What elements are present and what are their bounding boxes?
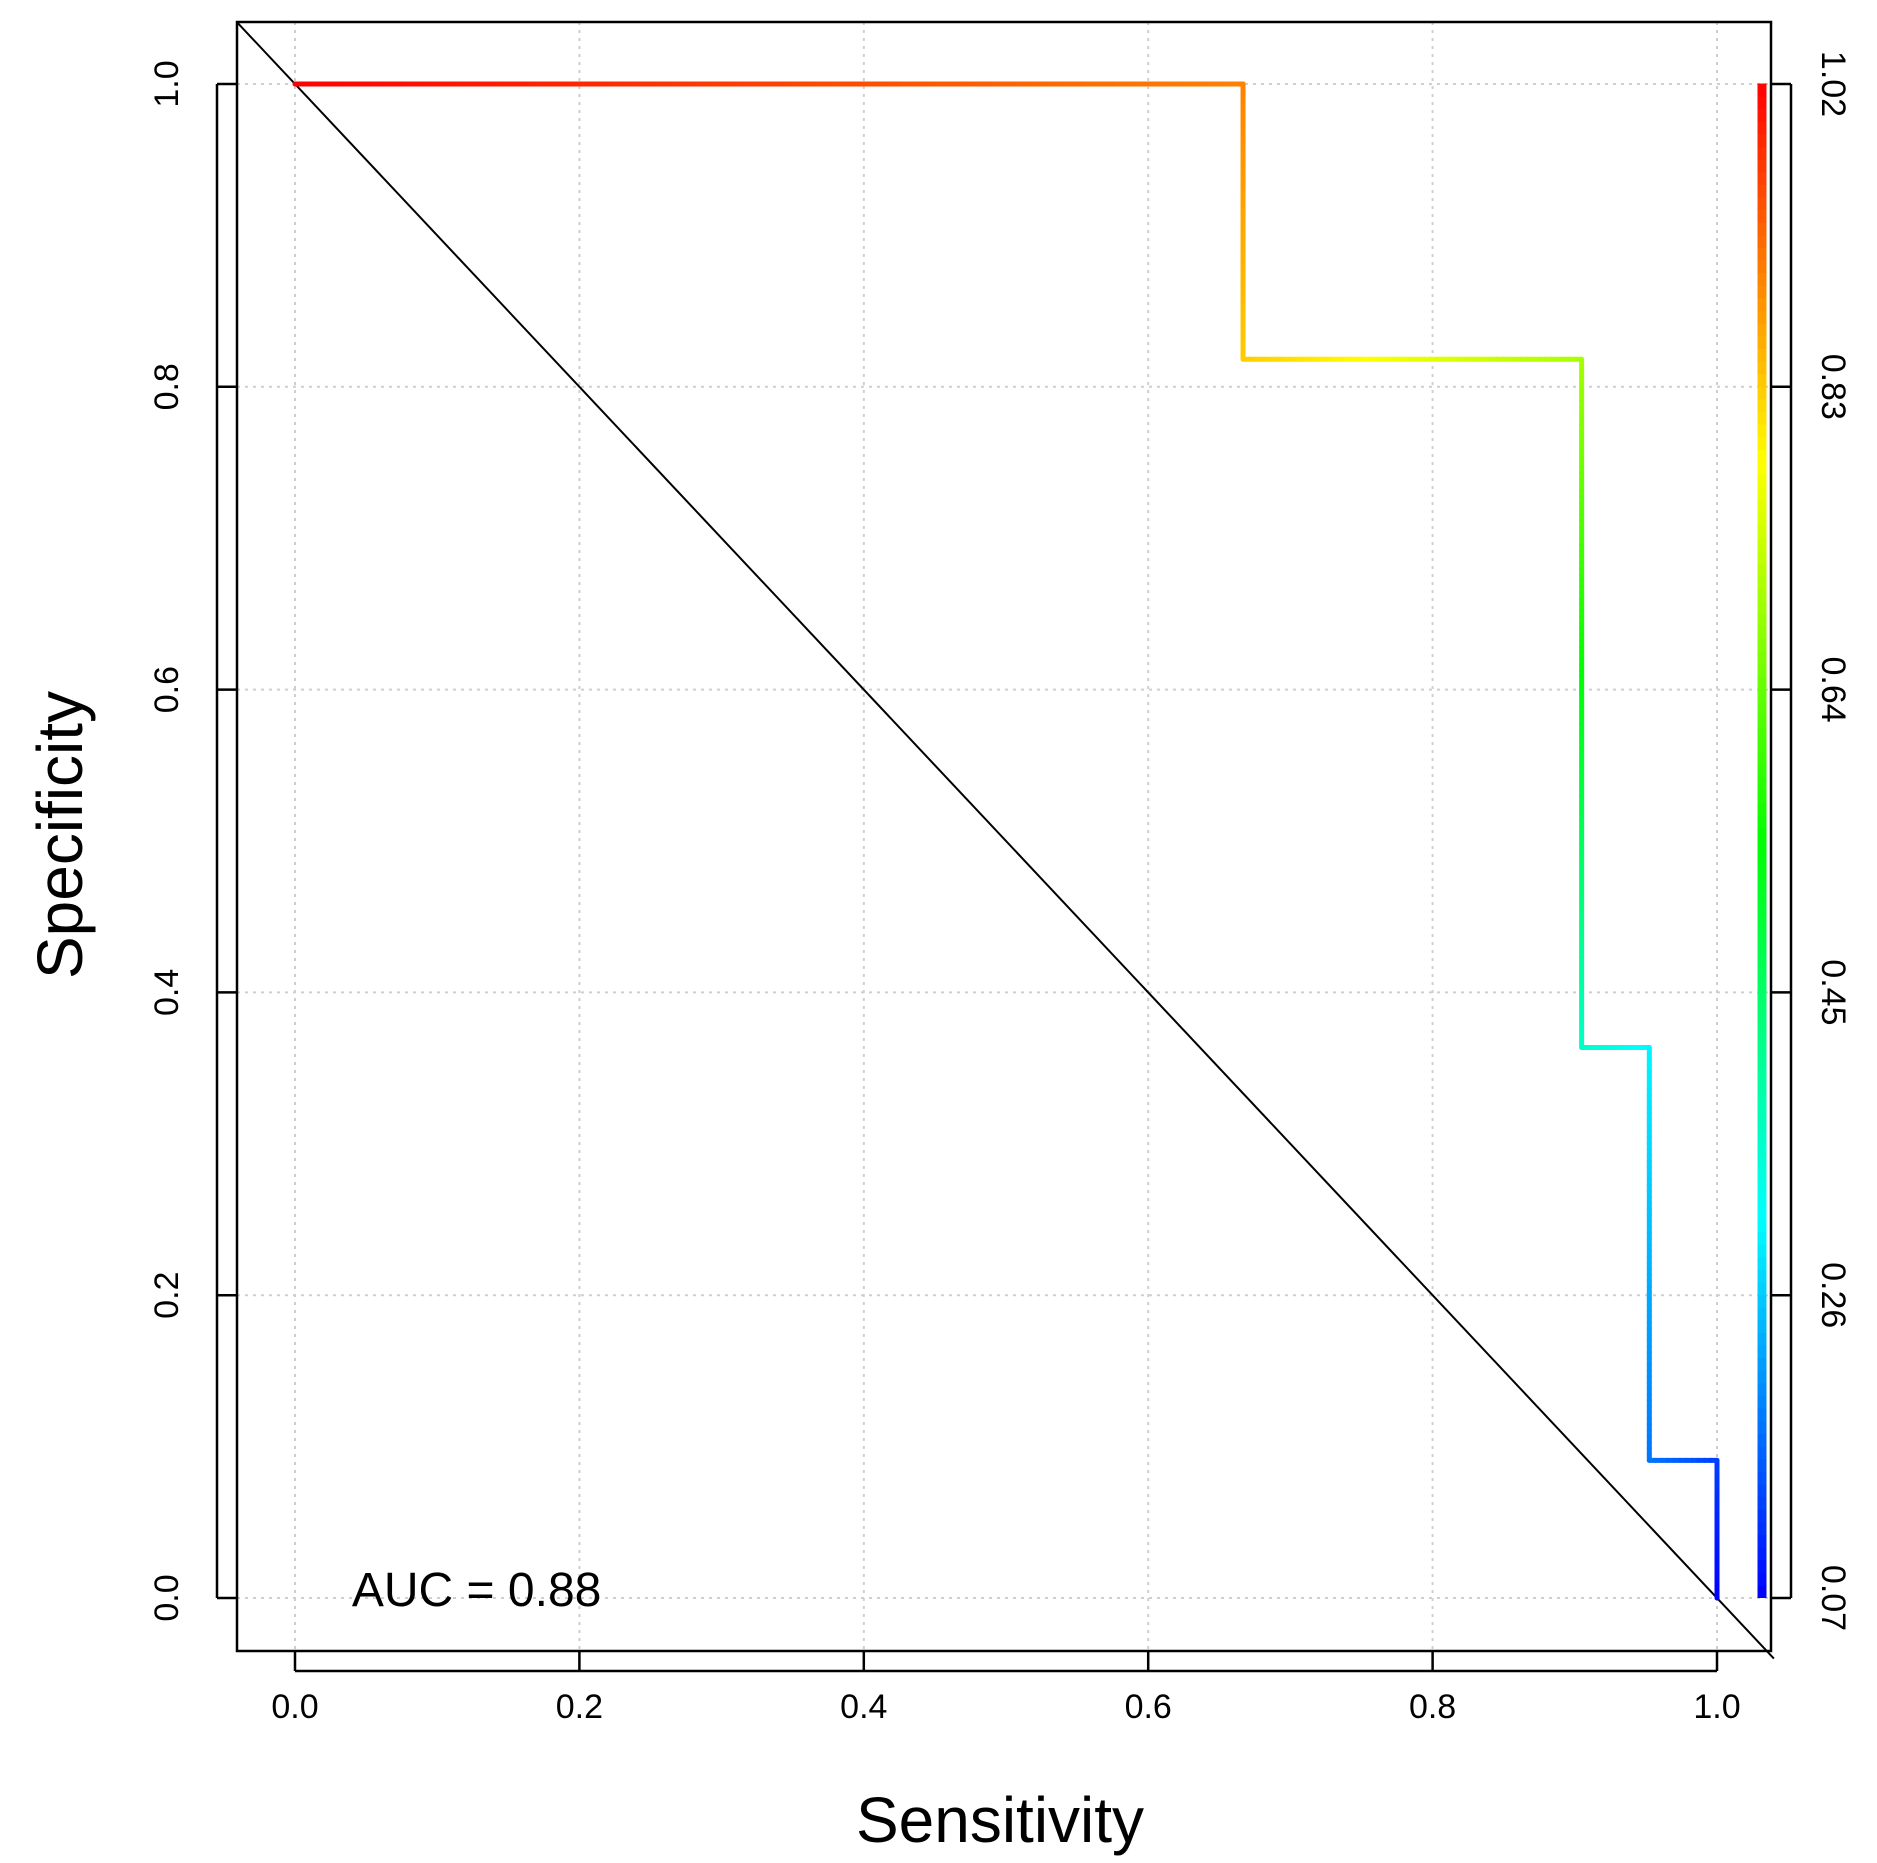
reference-line-group — [237, 22, 1775, 1660]
y-axis: 0.0 0.2 0.4 0.6 0.8 1.0 — [148, 60, 237, 1622]
y-axis-title: Specificity — [24, 691, 96, 979]
x-tick-label: 0.2 — [556, 1688, 603, 1726]
x-tick-label: 0.0 — [271, 1688, 318, 1726]
x-tick-label: 0.4 — [840, 1688, 887, 1726]
x-axis: 0.0 0.2 0.4 0.6 0.8 1.0 — [271, 1651, 1741, 1726]
colorbar-tick-label: 0.07 — [1814, 1565, 1852, 1631]
colorbar-tick-label: 0.64 — [1814, 657, 1852, 723]
x-axis-title: Sensitivity — [856, 1784, 1144, 1856]
x-tick-label: 0.6 — [1125, 1688, 1172, 1726]
colorbar-axis: 0.07 0.26 0.45 0.64 0.83 1.02 — [1771, 51, 1852, 1631]
y-tick-label: 0.0 — [148, 1574, 186, 1621]
y-tick-label: 0.6 — [148, 666, 186, 713]
reference-diagonal — [237, 22, 1775, 1660]
y-tick-label: 1.0 — [148, 60, 186, 107]
y-tick-label: 0.4 — [148, 969, 186, 1016]
y-tick-label: 0.2 — [148, 1272, 186, 1319]
colorbar-tick-label: 0.26 — [1814, 1262, 1852, 1328]
plot-frame — [235, 20, 1773, 1653]
colorbar-tick-label: 0.83 — [1814, 354, 1852, 420]
colorbar-tick-label: 1.02 — [1814, 51, 1852, 117]
colorbar-tick-label: 0.45 — [1814, 959, 1852, 1025]
y-tick-label: 0.8 — [148, 363, 186, 410]
roc-curve-group — [292, 81, 1720, 1601]
x-tick-label: 1.0 — [1693, 1688, 1740, 1726]
x-tick-label: 0.8 — [1409, 1688, 1456, 1726]
auc-annotation: AUC = 0.88 — [352, 1564, 601, 1617]
